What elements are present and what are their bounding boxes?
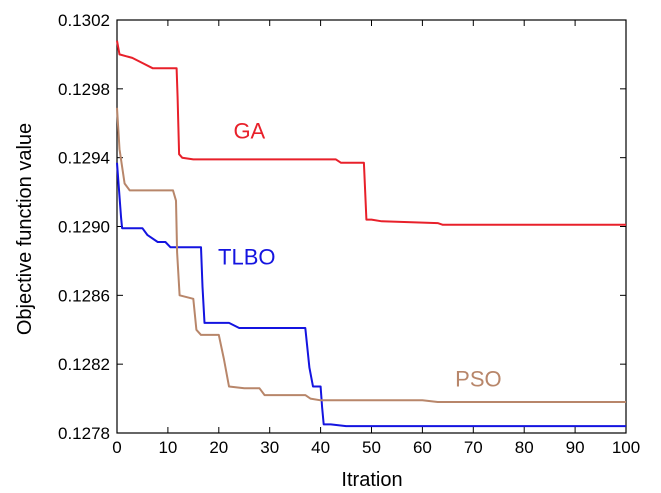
x-tick-label: 90	[566, 438, 585, 457]
series-lines	[116, 40, 626, 428]
x-tick-label: 100	[612, 438, 640, 457]
x-tick-label: 20	[209, 438, 228, 457]
y-tick-label: 0.1298	[58, 80, 110, 99]
x-tick-label: 50	[362, 438, 381, 457]
plot-border	[116, 19, 627, 434]
y-tick-label: 0.1302	[58, 11, 110, 30]
x-tick-label: 30	[260, 438, 279, 457]
series-label-pso: PSO	[455, 367, 501, 392]
x-axis-title: Itration	[341, 469, 402, 491]
y-tick-label: 0.1286	[58, 286, 110, 305]
x-tick-label: 40	[311, 438, 330, 457]
series-label-ga: GA	[233, 119, 265, 144]
series-line-pso	[116, 107, 626, 403]
series-line-tlbo	[116, 162, 626, 428]
x-tick-label: 10	[158, 438, 177, 457]
y-axis-title: Objective function value	[14, 123, 36, 335]
y-tick-label: 0.1278	[58, 424, 110, 443]
y-tick-label: 0.1294	[58, 149, 110, 168]
x-tick-label: 0	[112, 438, 121, 457]
y-tick-label: 0.1282	[58, 355, 110, 374]
y-tick-label: 0.1290	[58, 218, 110, 237]
plot-frame	[116, 19, 627, 434]
series-label-tlbo: TLBO	[218, 244, 275, 269]
y-axis: 0.1278 0.1282 0.1286 0.1290 0.1294 0.1298 0.13…	[58, 11, 626, 443]
x-tick-label: 60	[413, 438, 432, 457]
x-axis: 0 10 20 30 40 50 60 70 80 90 100	[112, 20, 640, 457]
series-labels: GA TLBO PSO	[218, 119, 502, 392]
series-line-ga	[116, 40, 626, 226]
x-tick-label: 70	[464, 438, 483, 457]
x-tick-label: 80	[515, 438, 534, 457]
